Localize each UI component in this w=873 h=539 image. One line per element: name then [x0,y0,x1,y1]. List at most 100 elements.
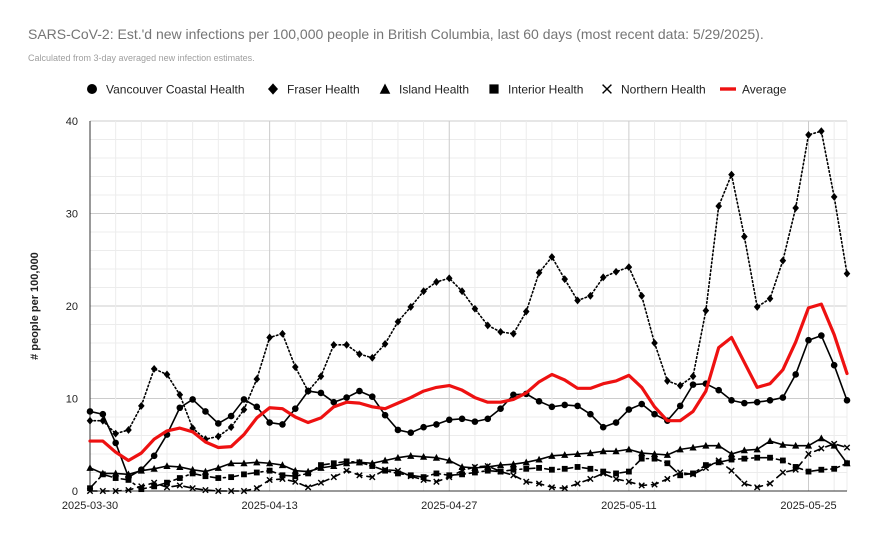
data-point [766,294,774,303]
data-point [600,470,607,477]
data-point [419,452,428,460]
data-point [125,426,132,434]
series-northern-health [86,440,851,495]
y-tick-label: 20 [66,301,78,313]
data-point [484,467,491,474]
chart-grid [89,120,848,492]
data-point [420,474,427,481]
y-tick-label: 10 [66,394,78,406]
data-point [830,440,838,448]
data-point [779,469,787,476]
data-point [599,273,607,282]
data-point [587,475,594,483]
data-point [741,399,748,407]
data-point [318,462,324,468]
data-point [510,329,517,338]
x-marker-stroke [830,440,838,448]
x-marker-stroke [471,463,479,471]
data-point [689,381,697,388]
legend-item-interior-health: Interior Health [489,83,583,97]
data-point [805,468,812,475]
data-point [86,464,94,471]
data-point [767,454,773,461]
data-point [561,465,568,472]
data-point [831,465,838,472]
data-point [497,468,504,475]
data-point [445,456,453,464]
data-point [292,478,299,485]
data-point [420,476,427,484]
data-point [715,386,722,394]
data-point [150,465,158,472]
data-point [548,403,556,411]
data-point [753,398,761,406]
data-point [253,375,261,383]
data-point [125,486,132,494]
data-point [291,466,299,474]
legend-label: Fraser Health [287,83,360,97]
legend-item-average: Average [720,83,787,97]
x-marker-stroke [317,479,325,486]
data-point [728,467,735,474]
data-point [612,447,620,455]
data-point [792,204,799,212]
x-marker-stroke [86,487,94,495]
x-marker-stroke [600,470,607,477]
data-point [702,462,709,468]
data-point [638,291,646,300]
data-point [458,467,466,474]
data-point [241,471,247,478]
data-point [407,429,415,437]
data-point [613,470,619,477]
x-marker-stroke [753,484,761,491]
data-point [227,487,235,495]
data-point [638,455,645,462]
data-point [471,418,479,425]
x-marker-stroke [292,478,299,485]
x-marker-stroke [779,469,787,476]
x-marker-stroke [792,466,799,473]
x-marker-stroke [304,484,312,491]
data-point [638,482,645,489]
data-point [266,333,273,342]
data-point [240,396,248,403]
x-marker-stroke [150,479,158,486]
x-marker-stroke [189,485,196,492]
data-point [818,445,825,452]
data-point [304,484,312,491]
data-point [587,410,594,418]
data-point [343,467,350,474]
data-point [792,441,800,449]
data-point [625,445,633,453]
x-marker-stroke [702,464,710,472]
x-marker-stroke [279,475,286,483]
series-vancouver-coastal-health [86,332,851,481]
data-point [574,402,581,410]
data-point [818,127,825,136]
series-average [88,302,849,463]
data-point [689,443,697,451]
x-marker-stroke [176,482,184,489]
data-point [291,405,299,412]
data-point [702,441,710,449]
data-point [202,408,209,415]
data-point [305,470,312,477]
data-point [574,480,581,487]
x-marker-stroke [766,480,774,487]
y-tick-label: 30 [66,209,78,221]
data-point [227,459,235,467]
data-point [753,303,761,311]
x-marker-stroke [253,485,260,492]
data-point [805,130,812,139]
data-point [112,429,119,438]
x-marker-stroke [664,475,671,483]
data-point [163,370,171,379]
data-point [805,336,812,344]
x-marker-stroke [99,487,107,495]
series-island-health [86,434,851,478]
chart-axes: 0 10 20 30 40 2025-03-30 2025-04-13 2025-04-27 2… [62,116,847,512]
x-tick-label: 2025-03-30 [62,500,118,512]
data-point [792,466,799,473]
data-point [779,394,787,401]
